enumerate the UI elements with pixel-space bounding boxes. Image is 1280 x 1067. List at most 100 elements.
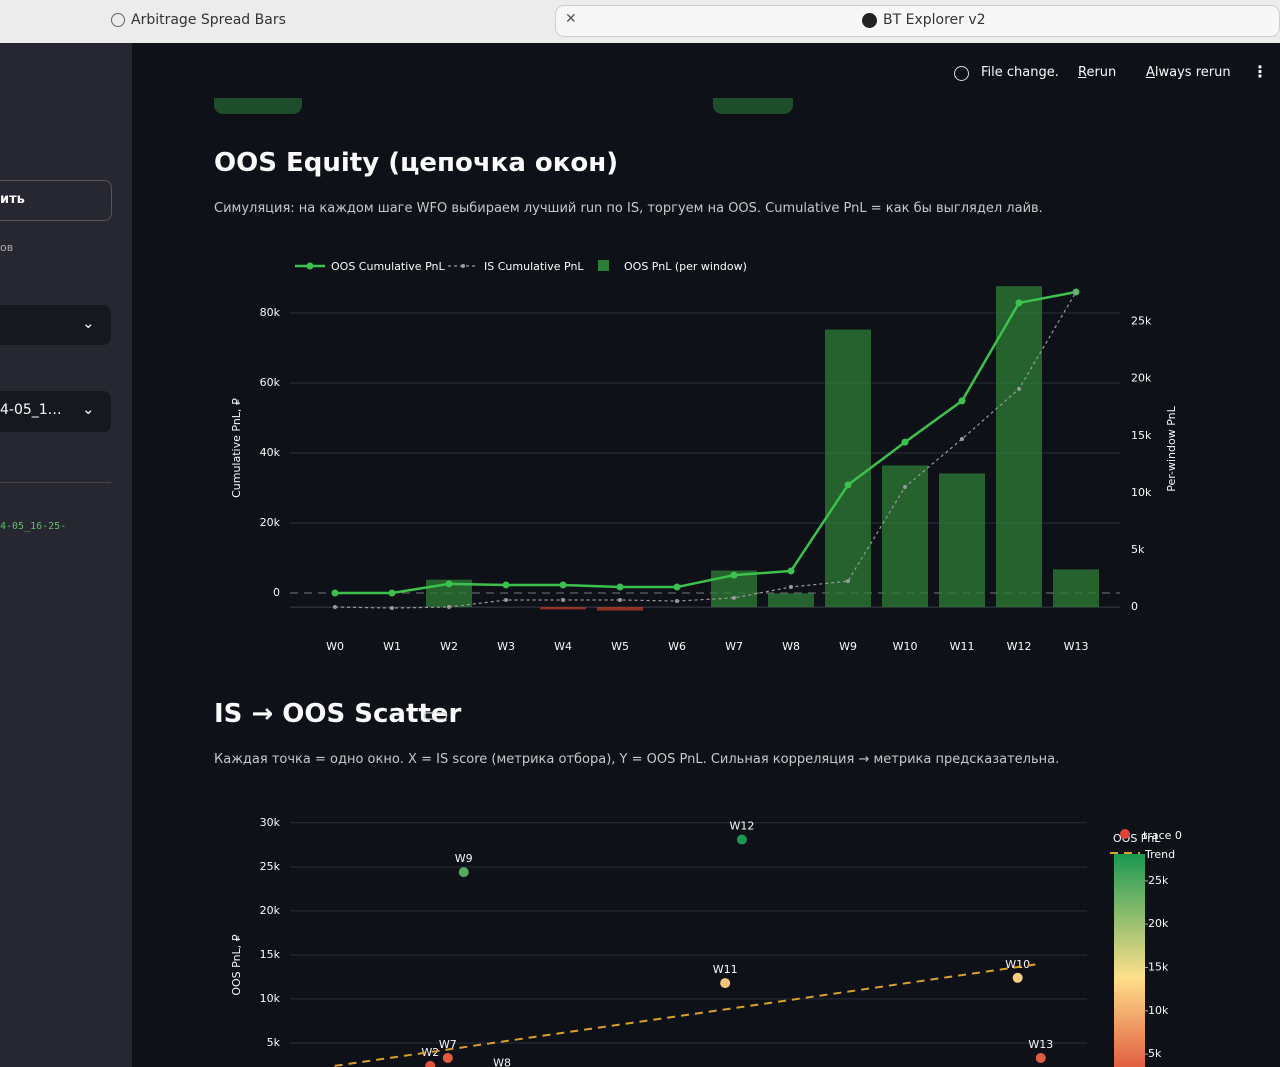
status: File change. (981, 65, 1059, 80)
legend-marker (1120, 829, 1130, 839)
legend-marker (461, 264, 465, 268)
sidebar-button[interactable] (0, 180, 112, 221)
chevron: ⌄ (82, 400, 95, 418)
y-tick-label: 20k (260, 516, 281, 529)
y-tick-label: 15k (260, 948, 281, 961)
y2-tick-label: 15k (1131, 429, 1152, 442)
pill (214, 98, 302, 114)
rerun-button[interactable]: Rerun (1078, 65, 1117, 80)
x-tick-label: W4 (554, 640, 572, 653)
section-description: Симуляция: на каждом шаге WFO выбираем л… (214, 201, 1043, 216)
line-marker (846, 579, 850, 584)
y-tick-label: 20k (260, 904, 281, 917)
colorbar-tick-label: 5k (1148, 1047, 1162, 1060)
y-tick-label: 40k (260, 446, 281, 459)
y-axis-title: Cumulative PnL, ₽ (230, 398, 243, 498)
legend-label: IS Cumulative PnL (484, 260, 584, 273)
line-marker (1015, 299, 1023, 307)
y-tick-label: 30k (260, 816, 281, 829)
point-label: W11 (713, 963, 738, 976)
y-tick-label: 10k (260, 992, 281, 1005)
link-icon[interactable]: ⊂⊃ (422, 706, 449, 725)
line-marker (787, 567, 795, 575)
x-tick-label: W11 (950, 640, 975, 653)
divider (0, 482, 111, 483)
point (1012, 972, 1023, 983)
y2-tick-label: 10k (1131, 486, 1152, 499)
point-label: W7 (439, 1038, 457, 1051)
tab[interactable]: Arbitrage Spread Bars (131, 12, 286, 28)
legend-label: trace 0 (1143, 829, 1182, 842)
point (458, 867, 469, 878)
x-tick-label: W0 (326, 640, 344, 653)
x-tick-label: W8 (782, 640, 800, 653)
line-marker (960, 437, 964, 441)
tab-bar: Arbitrage Spread Bars ✕ BT Explorer v2 (0, 0, 1280, 43)
line-marker (844, 481, 852, 489)
bar (1053, 569, 1099, 608)
section-description: Каждая точка = одно окно. X = IS score (… (214, 752, 1060, 767)
bar (597, 607, 643, 611)
colorbar-tick-label: 20k (1148, 917, 1169, 930)
colorbar (1114, 854, 1145, 1067)
line-marker (958, 397, 966, 405)
point-label: W2 (421, 1046, 439, 1059)
sidebar: ить ов ⌄ 4-05_1… ⌄ 4-05_16-25- (0, 43, 132, 1067)
section-title: OOS Equity (цепочка окон) (214, 148, 619, 178)
line-marker (618, 598, 622, 602)
menu-button[interactable]: ⋮ (1252, 62, 1268, 81)
caption: ов (0, 241, 14, 254)
tab-active[interactable]: ✕ BT Explorer v2 (555, 5, 1280, 37)
line-marker (730, 571, 738, 579)
y-tick-label: 80k (260, 306, 281, 319)
bar (939, 473, 985, 608)
point (442, 1052, 453, 1063)
line-marker (903, 484, 907, 489)
bar (768, 593, 814, 608)
line-marker (388, 589, 396, 597)
tab-title: BT Explorer v2 (883, 12, 986, 28)
tab-close[interactable]: ✕ (565, 11, 577, 27)
chevron: ⌄ (82, 314, 95, 332)
bar (540, 607, 586, 610)
point-label: W8 (493, 1056, 511, 1067)
legend-label: OOS Cumulative PnL (331, 260, 445, 273)
y-axis-title: OOS PnL, ₽ (230, 934, 243, 995)
button-text: ить (0, 192, 25, 207)
line-marker (502, 581, 510, 589)
point-label: W10 (1005, 958, 1030, 971)
x-tick-label: W9 (839, 640, 857, 653)
line-marker (333, 605, 337, 609)
select[interactable]: ⌄ (0, 305, 111, 345)
always-rerun-button[interactable]: Always rerun (1146, 65, 1231, 80)
tab-icon (111, 13, 125, 27)
point (425, 1060, 436, 1067)
line (335, 290, 1077, 595)
x-tick-label: W13 (1064, 640, 1089, 653)
pill (713, 98, 793, 114)
point (1035, 1052, 1046, 1063)
x-tick-label: W7 (725, 640, 743, 653)
select[interactable]: 4-05_1… ⌄ (0, 391, 111, 432)
legend-label: Trend (1144, 848, 1175, 861)
line-marker (559, 581, 567, 589)
select-value: 4-05_1… (0, 402, 62, 418)
legend-marker (306, 262, 314, 270)
line-marker (616, 583, 624, 591)
legend-label: OOS PnL (per window) (624, 260, 747, 273)
point (720, 978, 731, 989)
bar (825, 329, 871, 608)
code: 4-05_16-25- (0, 521, 67, 532)
x-tick-label: W5 (611, 640, 629, 653)
line-marker (789, 585, 793, 590)
line-marker (504, 598, 508, 602)
y-tick-label: 60k (260, 376, 281, 389)
line-marker (1074, 290, 1078, 294)
point (736, 834, 747, 845)
y-tick-label: 25k (260, 860, 281, 873)
y-tick-label: 0 (273, 586, 280, 599)
bar (882, 465, 928, 608)
y2-tick-label: 0 (1131, 600, 1138, 613)
